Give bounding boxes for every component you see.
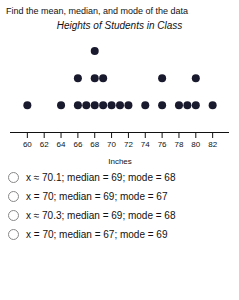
- svg-text:Inches: Inches: [108, 157, 132, 166]
- svg-text:82: 82: [208, 140, 217, 149]
- svg-text:74: 74: [141, 140, 150, 149]
- html-text:x ≈ 70.3; median = 69; mode =: x ≈ 70.3; median = 69; mode = 68: [26, 210, 176, 221]
- html-text:x = 70; median = 67; mode = 69: x = 70; median = 67; mode = 69: [26, 229, 168, 240]
- svg-text:66: 66: [73, 140, 82, 149]
- svg-text:64: 64: [57, 140, 66, 149]
- svg-text:72: 72: [124, 140, 133, 149]
- svg-text:76: 76: [158, 140, 167, 149]
- svg-text:68: 68: [90, 140, 99, 149]
- svg-text:70: 70: [107, 140, 116, 149]
- html-text:Heights of Students in Class: Heights of Students in Class: [56, 20, 183, 31]
- svg-text:60: 60: [23, 140, 32, 149]
- svg-text:80: 80: [191, 140, 200, 149]
- svg-text:78: 78: [175, 140, 184, 149]
- html-text:x ≈ 70.1; median = 69; mode =: x ≈ 70.1; median = 69; mode = 68: [26, 172, 176, 183]
- html-text:x = 70; median = 69; mode = 67: x = 70; median = 69; mode = 67: [26, 191, 168, 202]
- html-text:Find the mean, median, and mod: Find the mean, median, and mode of the d…: [6, 6, 189, 16]
- svg-text:62: 62: [40, 140, 49, 149]
